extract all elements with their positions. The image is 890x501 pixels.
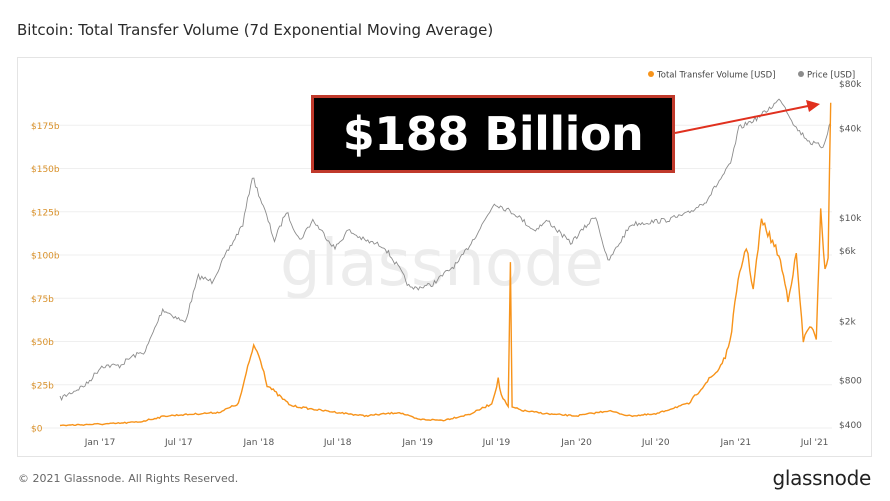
- y-left-tick-label: $50b: [31, 338, 54, 348]
- y-right-tick-label: $2k: [839, 318, 856, 328]
- brand-logo[interactable]: glassnode: [772, 466, 871, 490]
- copyright-text: © 2021 Glassnode. All Rights Reserved.: [18, 472, 239, 485]
- annotation-arrow: [674, 100, 820, 134]
- y-right-tick-label: $10k: [839, 214, 862, 224]
- y-left-tick-label: $75b: [31, 295, 54, 305]
- y-left-tick-label: $0: [31, 425, 43, 435]
- y-right-tick-label: $80k: [839, 80, 862, 90]
- y-left-tick-label: $175b: [31, 122, 60, 132]
- x-axis-labels: Jan '17 Jul '17 Jan '18 Jul '18 Jan '19 Jul '…: [84, 438, 829, 448]
- legend-label-price[interactable]: Price [USD]: [807, 71, 855, 81]
- y-axis-left-labels: $0 $25b $50b $75b $100b $125b $150b $175b: [31, 122, 60, 435]
- legend-marker-volume: [648, 71, 654, 77]
- legend-label-volume[interactable]: Total Transfer Volume [USD]: [656, 71, 776, 81]
- y-left-tick-label: $100b: [31, 252, 60, 262]
- x-tick-label: Jul '19: [482, 438, 511, 448]
- y-right-tick-label: $6k: [839, 247, 856, 257]
- y-left-tick-label: $125b: [31, 208, 60, 218]
- legend[interactable]: Total Transfer Volume [USD] Price [USD]: [648, 71, 855, 81]
- x-tick-label: Jul '17: [164, 438, 193, 448]
- annotation-text: $188 Billion: [342, 107, 644, 161]
- chart-panel: [17, 57, 872, 457]
- series-line-price: [59, 98, 832, 402]
- y-right-tick-label: $40k: [839, 125, 862, 135]
- y-right-tick-label: $400: [839, 421, 862, 431]
- y-right-tick-label: $800: [839, 377, 862, 387]
- series-layer: [59, 98, 832, 427]
- x-tick-label: Jul '21: [800, 438, 829, 448]
- legend-marker-price: [798, 71, 804, 77]
- x-tick-label: Jan '19: [401, 438, 433, 448]
- x-tick-label: Jan '20: [560, 438, 592, 448]
- x-tick-label: Jul '18: [323, 438, 352, 448]
- x-tick-label: Jan '21: [719, 438, 751, 448]
- x-tick-label: Jan '18: [243, 438, 275, 448]
- chart-title: Bitcoin: Total Transfer Volume (7d Expon…: [17, 21, 494, 39]
- watermark: glassnode: [280, 227, 604, 301]
- y-left-tick-label: $150b: [31, 165, 60, 175]
- x-tick-label: Jan '17: [84, 438, 116, 448]
- annotation-box: $188 Billion: [311, 95, 675, 173]
- series-line-volume: [59, 102, 832, 427]
- y-left-tick-label: $25b: [31, 381, 54, 391]
- y-axis-right-labels: $400 $800 $2k $6k $10k $40k $80k: [839, 80, 862, 431]
- x-tick-label: Jul '20: [641, 438, 670, 448]
